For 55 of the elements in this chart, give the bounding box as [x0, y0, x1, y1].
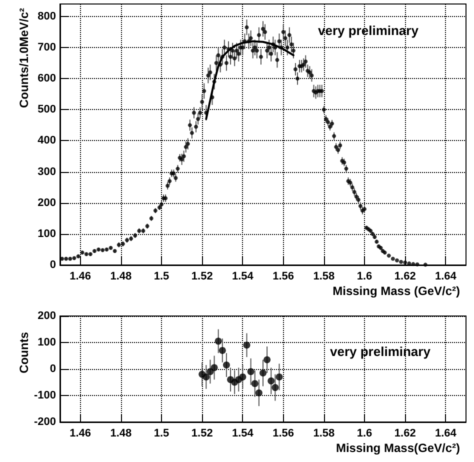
y-tick-label: 700 [38, 42, 56, 54]
x-tick-label: 1.62 [394, 428, 416, 440]
y-tick-label: 200 [38, 196, 56, 209]
x-tick-label: 1.5 [154, 428, 170, 440]
point [251, 380, 258, 388]
y-axis-title: Counts/1.0MeV/c² [17, 8, 31, 108]
point [210, 364, 218, 372]
point [255, 389, 262, 396]
y-tick-label: 600 [38, 72, 56, 85]
point [247, 368, 254, 376]
x-tick-label: 1.48 [110, 428, 132, 440]
point [260, 369, 266, 376]
x-tick-label: 1.48 [110, 270, 132, 282]
x-tick-label: 1.52 [191, 270, 213, 282]
x-tick-label: 1.54 [232, 428, 254, 440]
x-tick-label: 1.58 [313, 270, 335, 282]
x-tick-label: 1.56 [272, 270, 294, 282]
y-tick-label: 0 [50, 363, 56, 375]
x-tick-label: 1.5 [154, 270, 170, 282]
point [202, 373, 210, 380]
point [272, 384, 279, 392]
y-tick-label: 100 [38, 228, 56, 240]
y-tick-label: 800 [38, 10, 56, 22]
point [239, 373, 246, 380]
x-axis-title: Missing Mass (GeV/c²) [332, 284, 460, 298]
annotation: very preliminary [318, 23, 420, 38]
x-tick-label: 1.6 [356, 270, 372, 282]
point [214, 338, 222, 345]
x-axis-title: Missing Mass(GeV/c²) [336, 441, 460, 455]
y-tick-label: 100 [38, 336, 56, 348]
y-tick-label: 0 [50, 259, 56, 271]
x-tick-label: 1.62 [394, 270, 416, 282]
y-tick-label: -100 [34, 390, 56, 402]
x-tick-label: 1.46 [70, 270, 92, 282]
x-tick-label: 1.46 [70, 428, 92, 440]
point [264, 356, 271, 364]
x-tick-label: 1.54 [232, 270, 254, 282]
point [276, 373, 283, 380]
y-tick-label: 200 [38, 310, 56, 322]
y-tick-label: 300 [38, 166, 56, 178]
x-tick-label: 1.64 [434, 270, 458, 282]
y-axis-title: Counts [17, 332, 31, 374]
point [268, 377, 275, 384]
x-tick-label: 1.52 [191, 428, 213, 440]
x-tick-label: 1.64 [434, 428, 458, 440]
y-tick-label: 500 [38, 104, 56, 116]
point [218, 346, 226, 354]
x-tick-label: 1.58 [313, 428, 335, 440]
x-tick-label: 1.6 [356, 428, 372, 440]
point [222, 362, 230, 369]
y-tick-label: 400 [38, 134, 56, 147]
y-tick-label: -200 [34, 416, 56, 428]
annotation: very preliminary [330, 344, 432, 359]
x-tick-label: 1.56 [272, 428, 294, 440]
point [243, 342, 250, 349]
